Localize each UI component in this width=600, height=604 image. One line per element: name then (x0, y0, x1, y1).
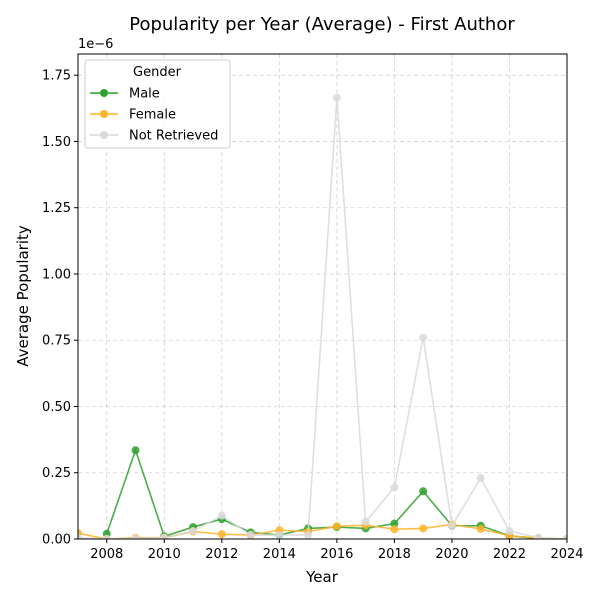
data-point-female (419, 524, 428, 533)
y-scale-label: 1e−6 (78, 37, 113, 52)
data-point-female (332, 522, 341, 531)
series-not-retrieved (78, 93, 567, 539)
legend-box (84, 59, 231, 149)
y-tick-label: 0.00 (42, 533, 71, 548)
data-point-not-retrieved (505, 527, 514, 536)
legend: Gender Male Female Not Retrieved (84, 59, 231, 149)
y-axis-label: Average Popularity (14, 225, 32, 367)
chart-title: Popularity per Year (Average) - First Au… (129, 14, 515, 35)
data-point-not-retrieved (304, 531, 313, 539)
data-point-not-retrieved (78, 533, 82, 539)
data-point-not-retrieved (419, 333, 428, 342)
x-tick-label: 2018 (378, 547, 411, 562)
x-tick-label: 2022 (493, 547, 526, 562)
legend-label: Female (129, 108, 176, 123)
y-axis: 0.00 0.25 0.50 0.75 1.00 1.25 1.50 1.75 (42, 69, 78, 548)
y-tick-label: 1.50 (42, 135, 71, 150)
x-axis: 2008 2010 2012 2014 2016 2018 2020 2022 2024 (90, 539, 584, 562)
y-tick-label: 1.00 (42, 267, 71, 282)
x-tick-label: 2012 (205, 547, 238, 562)
data-point-not-retrieved (332, 93, 341, 102)
plot-frame (77, 53, 568, 540)
data-point-not-retrieved (390, 483, 399, 492)
legend-entries: Male Female Not Retrieved (90, 87, 218, 144)
data-point-male (390, 519, 399, 528)
x-tick-label: 2008 (90, 547, 123, 562)
data-point-not-retrieved (217, 511, 226, 520)
legend-swatch-marker (100, 110, 108, 118)
data-point-not-retrieved (534, 533, 543, 539)
legend-label: Male (129, 87, 160, 102)
data-point-female (390, 525, 399, 534)
data-point-not-retrieved (563, 535, 567, 539)
legend-swatch-marker (100, 131, 108, 139)
data-point-not-retrieved (102, 535, 111, 539)
data-point-not-retrieved (476, 474, 485, 483)
y-tick-label: 1.25 (42, 201, 71, 216)
data-point-not-retrieved (361, 517, 370, 526)
legend-entry-female: Female (90, 108, 176, 123)
x-axis-label: Year (305, 568, 339, 586)
x-tick-label: 2016 (320, 547, 353, 562)
data-point-not-retrieved (275, 531, 284, 539)
data-point-not-retrieved (246, 531, 255, 539)
data-point-male (131, 446, 140, 455)
x-tick-label: 2010 (148, 547, 181, 562)
data-point-not-retrieved (189, 527, 198, 536)
legend-swatch-marker (100, 89, 108, 97)
legend-title: Gender (133, 65, 182, 80)
series-line-not-retrieved (78, 97, 567, 539)
x-tick-label: 2020 (435, 547, 468, 562)
legend-label: Not Retrieved (129, 129, 218, 144)
data-point-not-retrieved (160, 533, 169, 539)
x-tick-label: 2014 (263, 547, 296, 562)
y-tick-label: 0.25 (42, 466, 71, 481)
legend-entry-not-retrieved: Not Retrieved (90, 129, 218, 144)
x-tick-label: 2024 (550, 547, 583, 562)
y-tick-label: 1.75 (42, 69, 71, 84)
series-layer (78, 93, 567, 539)
data-point-not-retrieved (447, 521, 456, 530)
data-point-male (419, 487, 428, 496)
y-tick-label: 0.75 (42, 334, 71, 349)
data-point-female (476, 524, 485, 533)
legend-entry-male: Male (90, 87, 160, 102)
y-tick-label: 0.50 (42, 400, 71, 415)
data-point-not-retrieved (131, 534, 140, 539)
data-point-female (217, 530, 226, 539)
